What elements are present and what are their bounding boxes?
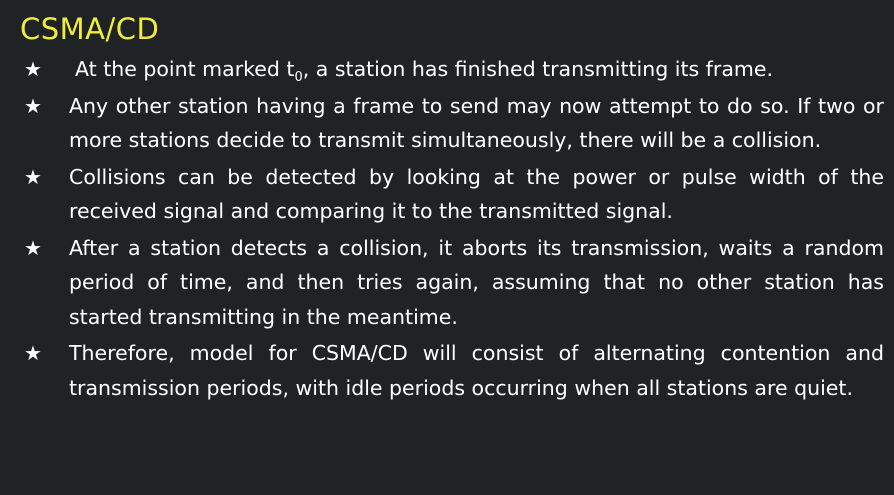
bullet-text: After a station detects a collision, it … [69,235,884,329]
star-bullet-icon: ★ [24,93,42,118]
star-bullet-icon: ★ [24,341,42,365]
bullet-text: At the point marked t0, a station has fi… [69,57,773,84]
bullet-text-part: , a station has finished transmitting it… [302,57,773,81]
bullet-text: Any other station having a frame to send… [69,93,884,153]
bullet-text-part: At the point marked t [75,57,295,81]
bullet-item: ★ Collisions can be detected by looking … [0,160,894,229]
bullet-item: ★ At the point marked t0, a station has … [0,52,894,87]
bullet-item: ★ After a station detects a collision, i… [0,231,894,335]
slide-title: CSMA/CD [20,12,160,46]
bullet-text: Collisions can be detected by looking at… [69,164,884,224]
bullet-text: Therefore, model for CSMA/CD will consis… [69,341,884,400]
subscript: 0 [294,70,303,86]
bullet-list: ★ At the point marked t0, a station has … [0,52,894,407]
star-bullet-icon: ★ [24,235,42,260]
star-bullet-icon: ★ [24,57,42,81]
bullet-item: ★ Therefore, model for CSMA/CD will cons… [0,336,894,405]
bullet-item: ★ Any other station having a frame to se… [0,89,894,158]
star-bullet-icon: ★ [24,164,42,189]
